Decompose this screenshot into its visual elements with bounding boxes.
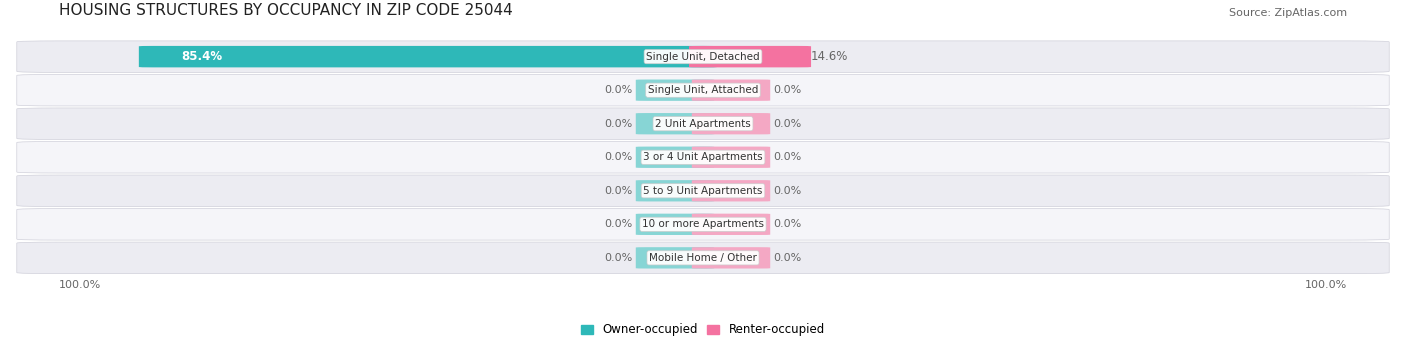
FancyBboxPatch shape <box>692 180 770 202</box>
Text: 100.0%: 100.0% <box>1305 280 1347 290</box>
Text: 0.0%: 0.0% <box>605 186 633 196</box>
FancyBboxPatch shape <box>692 79 770 101</box>
Text: 85.4%: 85.4% <box>181 50 222 63</box>
FancyBboxPatch shape <box>689 46 811 68</box>
Text: 3 or 4 Unit Apartments: 3 or 4 Unit Apartments <box>643 152 763 162</box>
FancyBboxPatch shape <box>692 247 770 268</box>
Text: HOUSING STRUCTURES BY OCCUPANCY IN ZIP CODE 25044: HOUSING STRUCTURES BY OCCUPANCY IN ZIP C… <box>59 3 513 18</box>
Text: 2 Unit Apartments: 2 Unit Apartments <box>655 119 751 129</box>
FancyBboxPatch shape <box>636 113 714 134</box>
FancyBboxPatch shape <box>139 46 717 68</box>
Text: Source: ZipAtlas.com: Source: ZipAtlas.com <box>1229 8 1347 18</box>
FancyBboxPatch shape <box>17 175 1389 207</box>
Text: 14.6%: 14.6% <box>811 50 848 63</box>
FancyBboxPatch shape <box>636 247 714 268</box>
Text: 0.0%: 0.0% <box>605 119 633 129</box>
FancyBboxPatch shape <box>636 147 714 168</box>
Text: 5 to 9 Unit Apartments: 5 to 9 Unit Apartments <box>644 186 762 196</box>
FancyBboxPatch shape <box>17 41 1389 72</box>
FancyBboxPatch shape <box>636 180 714 202</box>
Text: 10 or more Apartments: 10 or more Apartments <box>643 219 763 229</box>
Text: 0.0%: 0.0% <box>773 85 801 95</box>
FancyBboxPatch shape <box>692 214 770 235</box>
Text: 0.0%: 0.0% <box>605 253 633 263</box>
Text: Single Unit, Attached: Single Unit, Attached <box>648 85 758 95</box>
Text: 0.0%: 0.0% <box>773 119 801 129</box>
Text: Single Unit, Detached: Single Unit, Detached <box>647 51 759 62</box>
Text: 0.0%: 0.0% <box>605 85 633 95</box>
Text: 0.0%: 0.0% <box>773 152 801 162</box>
Text: 0.0%: 0.0% <box>773 253 801 263</box>
FancyBboxPatch shape <box>17 108 1389 139</box>
FancyBboxPatch shape <box>636 214 714 235</box>
FancyBboxPatch shape <box>692 113 770 134</box>
FancyBboxPatch shape <box>692 147 770 168</box>
Text: 100.0%: 100.0% <box>59 280 101 290</box>
Text: 0.0%: 0.0% <box>773 219 801 229</box>
Text: 0.0%: 0.0% <box>605 219 633 229</box>
FancyBboxPatch shape <box>17 142 1389 173</box>
FancyBboxPatch shape <box>17 209 1389 240</box>
FancyBboxPatch shape <box>17 74 1389 106</box>
Text: 0.0%: 0.0% <box>605 152 633 162</box>
FancyBboxPatch shape <box>17 242 1389 273</box>
Text: Mobile Home / Other: Mobile Home / Other <box>650 253 756 263</box>
FancyBboxPatch shape <box>636 79 714 101</box>
Legend: Owner-occupied, Renter-occupied: Owner-occupied, Renter-occupied <box>576 318 830 341</box>
Text: 0.0%: 0.0% <box>773 186 801 196</box>
